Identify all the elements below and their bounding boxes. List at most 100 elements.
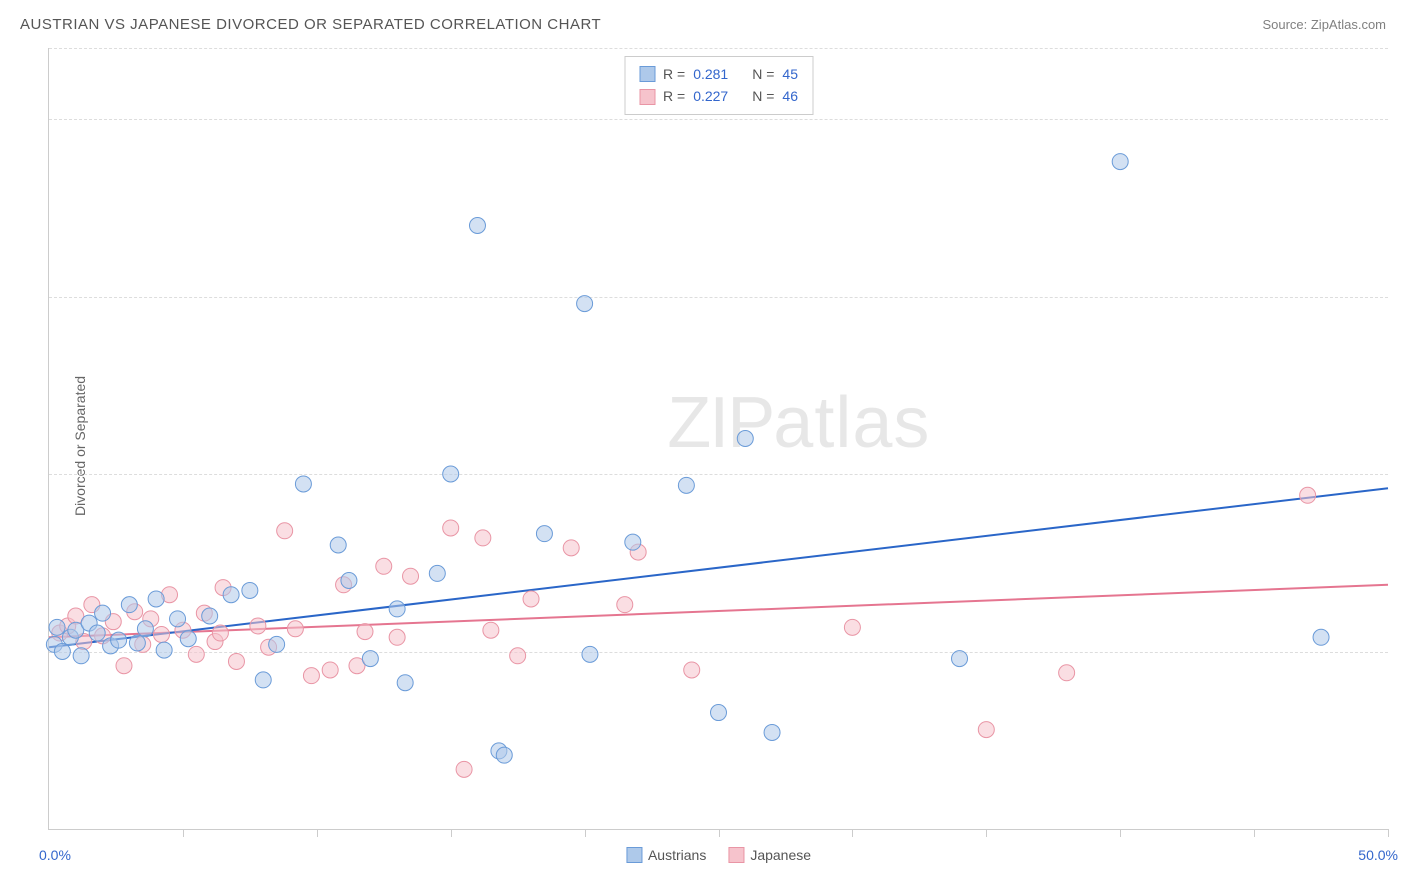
r-value: 0.227 [693, 85, 728, 107]
austrians-point [362, 651, 378, 667]
japanese-point [250, 618, 266, 634]
austrians-point [148, 591, 164, 607]
y-tick-label: 50.0% [1393, 111, 1406, 127]
austrians-point [429, 565, 445, 581]
scatter-svg [49, 48, 1388, 829]
japanese-point [376, 558, 392, 574]
austrians-point [952, 651, 968, 667]
austrians-point [341, 573, 357, 589]
r-value: 0.281 [693, 63, 728, 85]
japanese-point [443, 520, 459, 536]
austrians-point [129, 635, 145, 651]
legend-swatch-icon [639, 66, 655, 82]
japanese-point [403, 568, 419, 584]
japanese-point [483, 622, 499, 638]
x-tick [1388, 829, 1389, 837]
austrians-point [49, 619, 65, 635]
austrians-point [764, 724, 780, 740]
y-tick-label: 25.0% [1393, 466, 1406, 482]
source-attribution: Source: ZipAtlas.com [1262, 17, 1386, 32]
japanese-point [389, 629, 405, 645]
legend-item-japanese: Japanese [728, 847, 811, 863]
legend-label: Austrians [648, 847, 706, 863]
x-axis-min-label: 0.0% [39, 847, 71, 863]
austrians-point [121, 597, 137, 613]
plot-area: ZIPatlas 12.5%25.0%37.5%50.0% R =0.281N … [48, 48, 1388, 830]
japanese-point [978, 722, 994, 738]
x-tick [719, 829, 720, 837]
austrians-point [242, 582, 258, 598]
austrians-point [582, 646, 598, 662]
austrians-point [89, 625, 105, 641]
japanese-point [277, 523, 293, 539]
japanese-point [322, 662, 338, 678]
austrians-point [577, 296, 593, 312]
austrians-point [1313, 629, 1329, 645]
austrians-point [137, 621, 153, 637]
japanese-point [684, 662, 700, 678]
austrians-point [73, 648, 89, 664]
japanese-point [563, 540, 579, 556]
chart-header: AUSTRIAN VS JAPANESE DIVORCED OR SEPARAT… [0, 0, 1406, 43]
correlation-legend-row: R = 0.227 N = 46 [639, 85, 798, 107]
japanese-point [456, 761, 472, 777]
austrians-point [397, 675, 413, 691]
austrians-point [255, 672, 271, 688]
austrians-point [180, 631, 196, 647]
austrians-point [678, 477, 694, 493]
chart-container: ZIPatlas 12.5%25.0%37.5%50.0% R =0.281N … [48, 48, 1388, 830]
n-value: 46 [782, 85, 798, 107]
austrians-point [737, 431, 753, 447]
x-tick [1254, 829, 1255, 837]
japanese-point [844, 619, 860, 635]
n-value: 45 [782, 63, 798, 85]
austrians-point [111, 632, 127, 648]
x-tick [183, 829, 184, 837]
austrians-point [625, 534, 641, 550]
r-label: R = [663, 85, 685, 107]
austrians-point [269, 636, 285, 652]
austrians-point [496, 747, 512, 763]
japanese-point [523, 591, 539, 607]
x-tick [317, 829, 318, 837]
n-label: N = [752, 63, 774, 85]
austrians-point [295, 476, 311, 492]
austrians-point [443, 466, 459, 482]
y-tick-label: 37.5% [1393, 289, 1406, 305]
austrians-point [156, 642, 172, 658]
austrians-point [469, 218, 485, 234]
austrians-point [711, 705, 727, 721]
austrians-point [170, 611, 186, 627]
legend-label: Japanese [750, 847, 811, 863]
x-tick [852, 829, 853, 837]
japanese-point [287, 621, 303, 637]
japanese-point [617, 597, 633, 613]
japanese-point [303, 668, 319, 684]
japanese-point [475, 530, 491, 546]
japanese-point [212, 625, 228, 641]
japanese-point [228, 653, 244, 669]
x-tick [1120, 829, 1121, 837]
correlation-legend-row: R = 0.281 N = 45 [639, 63, 798, 85]
japanese-point [153, 626, 169, 642]
austrians-point [1112, 154, 1128, 170]
austrians-point [95, 605, 111, 621]
n-label: N = [752, 85, 774, 107]
r-label: R = [663, 63, 685, 85]
correlation-legend-box: R = 0.281 N = 45 R = 0.227 N = 46 [624, 56, 813, 115]
legend-item-austrians: Austrians [626, 847, 706, 863]
austrians-point [223, 587, 239, 603]
legend-swatch-icon [728, 847, 744, 863]
y-tick-label: 12.5% [1393, 644, 1406, 660]
x-tick [451, 829, 452, 837]
x-tick [986, 829, 987, 837]
series-legend: Austrians Japanese [626, 847, 811, 863]
austrians-point [330, 537, 346, 553]
legend-swatch-icon [626, 847, 642, 863]
japanese-point [1059, 665, 1075, 681]
austrians-point [54, 644, 70, 660]
austrians-point [202, 608, 218, 624]
japanese-point [357, 624, 373, 640]
japanese-point [116, 658, 132, 674]
x-tick [585, 829, 586, 837]
